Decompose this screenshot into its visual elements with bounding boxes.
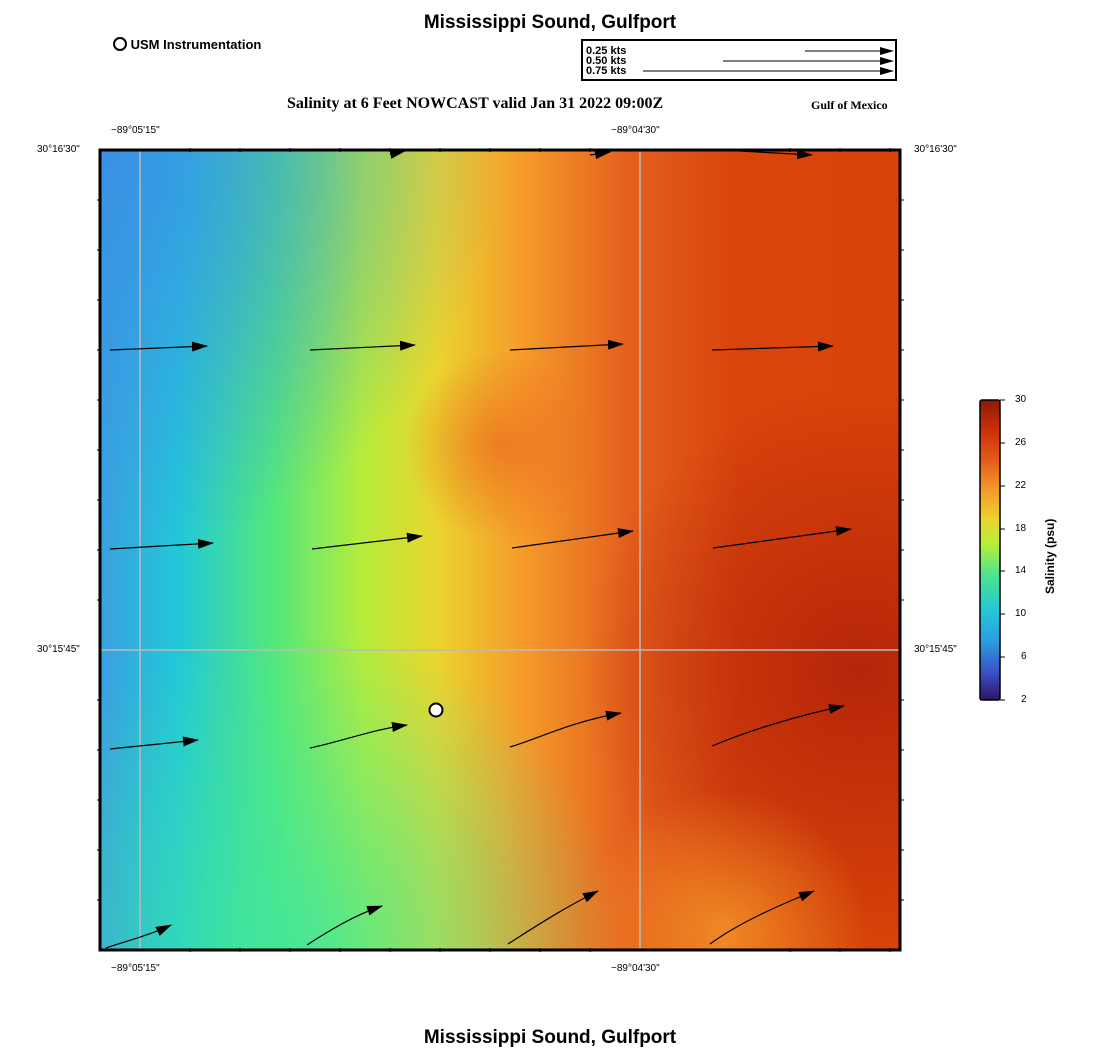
graticule (100, 150, 900, 950)
lon-tick-top-2: −89°04'30" (611, 125, 660, 136)
colorbar-label-14: 14 (1015, 565, 1027, 576)
vector-scale-legend: 0.25 kts 0.50 kts 0.75 kts (581, 39, 897, 81)
region-label: Gulf of Mexico (811, 98, 888, 112)
current-arrow (709, 890, 815, 945)
colorbar-label-10: 10 (1015, 608, 1027, 619)
colorbar-label-6: 6 (1021, 651, 1027, 662)
current-arrow (507, 890, 599, 945)
map-title: Mississippi Sound, Gulfport (423, 12, 677, 33)
current-arrow (589, 149, 611, 160)
frame-ticks (97, 148, 904, 952)
colorbar-label-26: 26 (1015, 437, 1027, 448)
current-arrow (309, 722, 408, 749)
colorbar-label-22: 22 (1015, 480, 1027, 491)
current-arrow (109, 538, 214, 550)
station-marker-icon (113, 37, 127, 51)
current-arrow (739, 149, 813, 160)
current-arrow (306, 905, 383, 946)
current-arrow (509, 339, 624, 351)
station-legend-label: USM Instrumentation (130, 37, 262, 52)
current-arrow (711, 704, 845, 747)
lat-tick-left-1: 30°16'30" (37, 144, 80, 155)
footer-title: Mississippi Sound, Gulfport (423, 1027, 677, 1048)
colorbar-label-2: 2 (1021, 694, 1027, 705)
current-arrow (509, 710, 622, 748)
vector-scale-arrows (643, 47, 894, 75)
lat-tick-right-1: 30°16'30" (914, 144, 957, 155)
current-arrow (511, 528, 634, 549)
vector-scale-label-3: 0.75 kts (586, 65, 627, 77)
map-subtitle: Salinity at 6 Feet NOWCAST valid Jan 31 … (287, 95, 664, 112)
lat-tick-right-2: 30°15'45" (914, 644, 957, 655)
colorbar-label-30: 30 (1015, 394, 1027, 405)
lon-tick-bottom-2: −89°04'30" (611, 963, 660, 974)
lat-tick-left-2: 30°15'45" (37, 644, 80, 655)
station-legend: USM Instrumentation (113, 37, 261, 52)
lon-tick-top-1: −89°05'15" (111, 125, 160, 136)
salinity-colorbar (979, 399, 1005, 701)
colorbar-label-18: 18 (1015, 523, 1027, 534)
usm-station-marker (428, 702, 444, 718)
current-arrow (105, 924, 172, 949)
colorbar-title: Salinity (psu) (1043, 518, 1057, 594)
current-arrow (309, 340, 416, 351)
current-arrow (109, 341, 208, 352)
salinity-map (97, 148, 904, 952)
current-arrow (712, 526, 852, 549)
colorbar-ramp (979, 399, 1001, 701)
vector-scale-label-2: 0.50 kts (586, 55, 627, 67)
lon-tick-bottom-1: −89°05'15" (111, 963, 160, 974)
current-arrow (109, 736, 199, 750)
vector-scale-label-1: 0.25 kts (586, 45, 627, 57)
current-arrow (711, 341, 834, 352)
current-arrow (311, 532, 423, 550)
